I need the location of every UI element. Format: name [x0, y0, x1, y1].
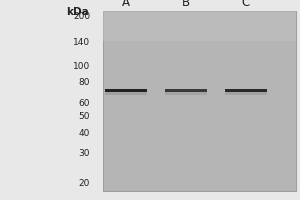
Bar	[103, 11, 296, 191]
Text: C: C	[242, 0, 250, 9]
Text: 140: 140	[73, 38, 90, 47]
Text: 30: 30	[79, 149, 90, 158]
Text: 60: 60	[79, 99, 90, 108]
Text: 200: 200	[73, 12, 90, 21]
Text: A: A	[122, 0, 130, 9]
Text: kDa: kDa	[66, 7, 88, 17]
Bar	[165, 89, 207, 92]
Bar	[225, 89, 267, 92]
Bar	[165, 92, 207, 95]
Bar	[225, 92, 267, 95]
Text: B: B	[182, 0, 190, 9]
Text: 50: 50	[79, 112, 90, 121]
Bar	[105, 92, 147, 95]
Bar	[105, 89, 147, 92]
Bar	[103, 11, 296, 41]
Text: 100: 100	[73, 62, 90, 71]
Text: 80: 80	[79, 78, 90, 87]
Text: 40: 40	[79, 129, 90, 138]
Text: 20: 20	[79, 179, 90, 188]
